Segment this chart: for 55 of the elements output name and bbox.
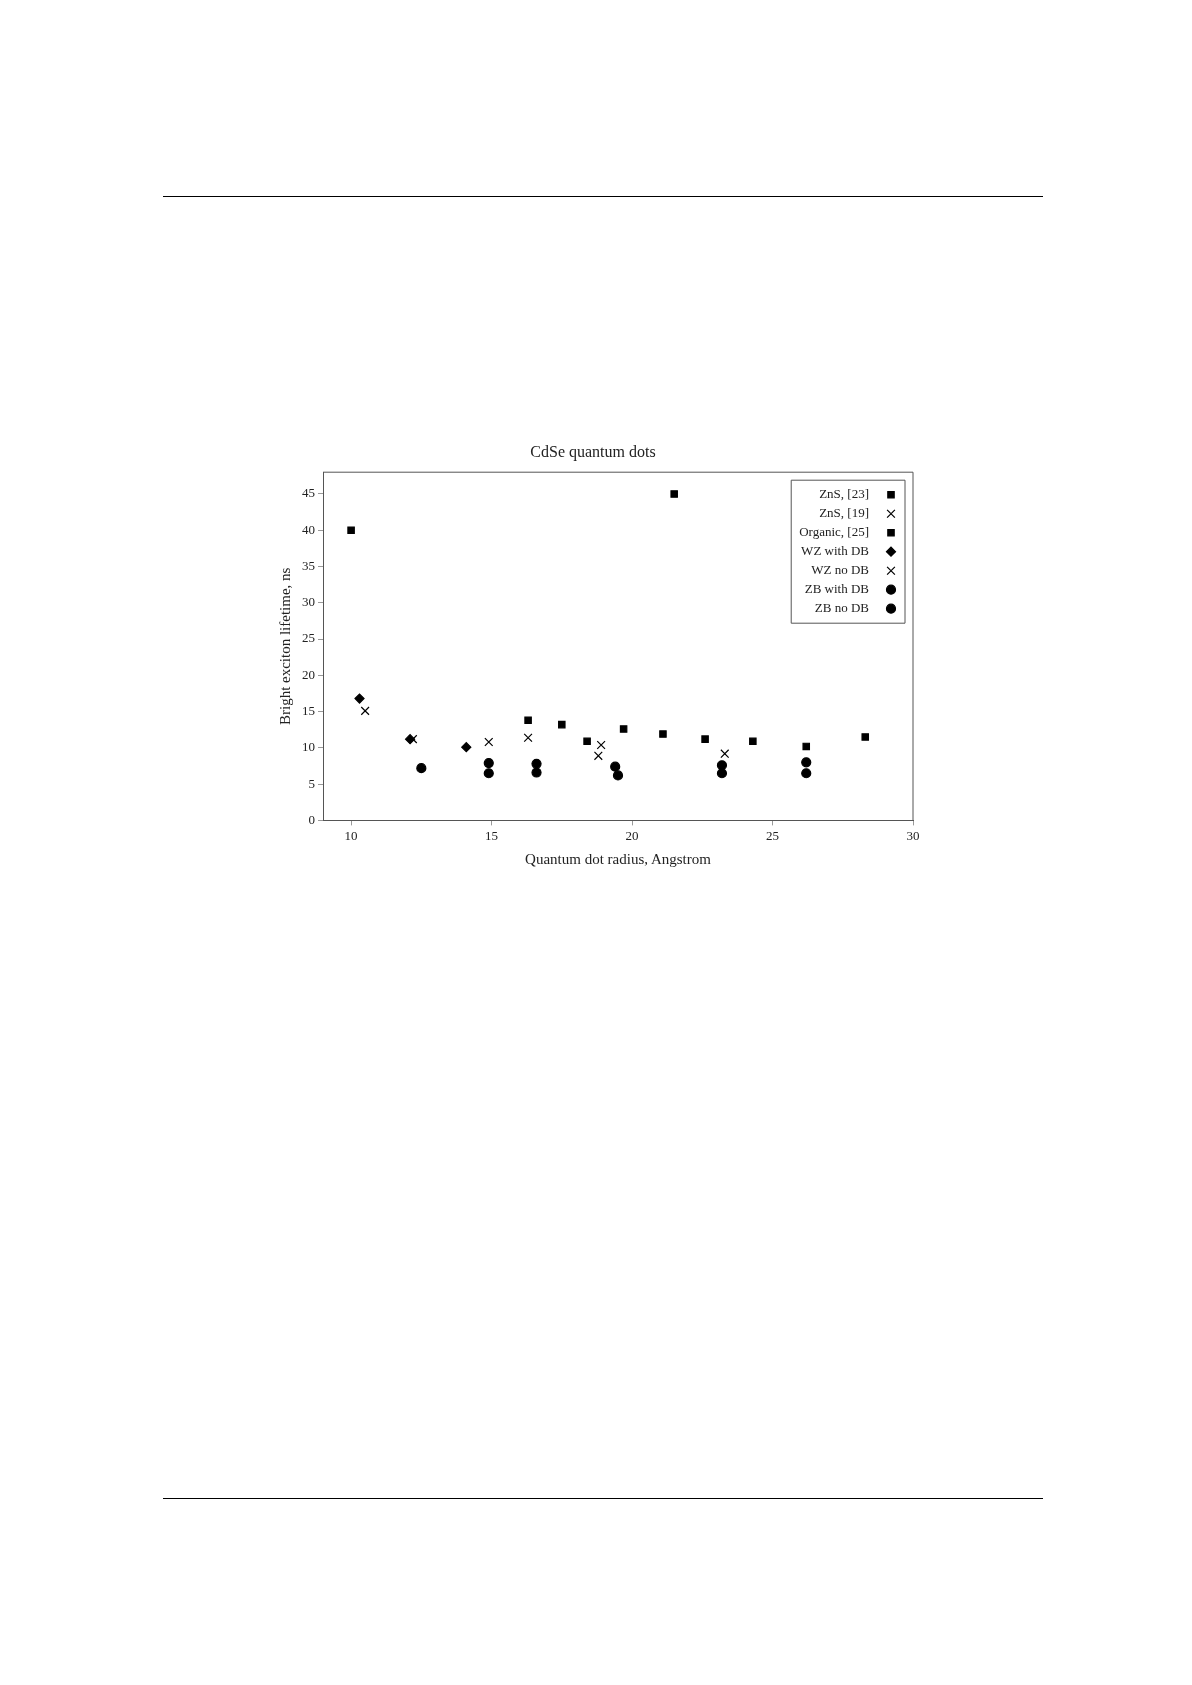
legend-label: ZB no DB: [814, 600, 870, 616]
point: [531, 758, 542, 769]
point: [720, 749, 730, 759]
point: [716, 768, 728, 779]
point: [802, 742, 811, 751]
point: [749, 737, 757, 746]
y-tick-label: 15: [302, 703, 315, 719]
point: [461, 742, 472, 753]
legend-label: WZ no DB: [811, 562, 870, 578]
x-tick-label: 30: [906, 827, 920, 843]
y-tick-label: 40: [302, 521, 315, 537]
point: [483, 757, 494, 769]
legend-label: Organic, [25]: [799, 524, 869, 540]
point: [523, 733, 533, 743]
point: [484, 737, 494, 747]
point: [354, 693, 365, 704]
x-tick-label: 25: [766, 827, 780, 843]
point: [716, 760, 728, 771]
point: [531, 767, 542, 778]
point: [416, 763, 427, 774]
point: [619, 725, 628, 733]
point: [596, 740, 606, 750]
y-tick-label: 0: [308, 811, 315, 827]
point: [801, 757, 812, 768]
y-tick-label: 25: [302, 630, 315, 646]
y-tick-label: 35: [302, 557, 315, 573]
legend-label: ZB with DB: [804, 581, 870, 597]
point: [861, 733, 870, 741]
point: [701, 735, 709, 743]
x-tick-label: 20: [625, 827, 639, 843]
point: [360, 706, 370, 716]
y-tick-label: 30: [302, 594, 315, 610]
point: [801, 768, 812, 779]
point: [483, 768, 494, 779]
x-axis-title: Quantum dot radius, Angstrom: [525, 850, 712, 867]
legend-label: ZnS, [19]: [819, 505, 869, 521]
point: [593, 751, 603, 761]
x-tick-label: 10: [344, 827, 358, 843]
legend-label: ZnS, [23]: [819, 486, 869, 502]
chart-title: CdSe quantum dots: [530, 442, 656, 461]
x-tick-label: 15: [485, 827, 499, 843]
y-tick-label: 5: [308, 775, 315, 791]
point: [670, 490, 678, 498]
point: [558, 720, 566, 729]
point: [612, 770, 624, 781]
point: [610, 761, 621, 772]
point: [583, 737, 591, 746]
legend-label: WZ with DB: [801, 543, 870, 559]
point: [347, 526, 355, 535]
point: [524, 716, 532, 725]
y-axis-title: Bright exciton lifetime, ns: [276, 567, 293, 726]
y-tick-label: 45: [302, 485, 315, 501]
point: [659, 730, 667, 738]
y-tick-label: 20: [302, 666, 315, 682]
y-tick-label: 10: [302, 739, 315, 755]
